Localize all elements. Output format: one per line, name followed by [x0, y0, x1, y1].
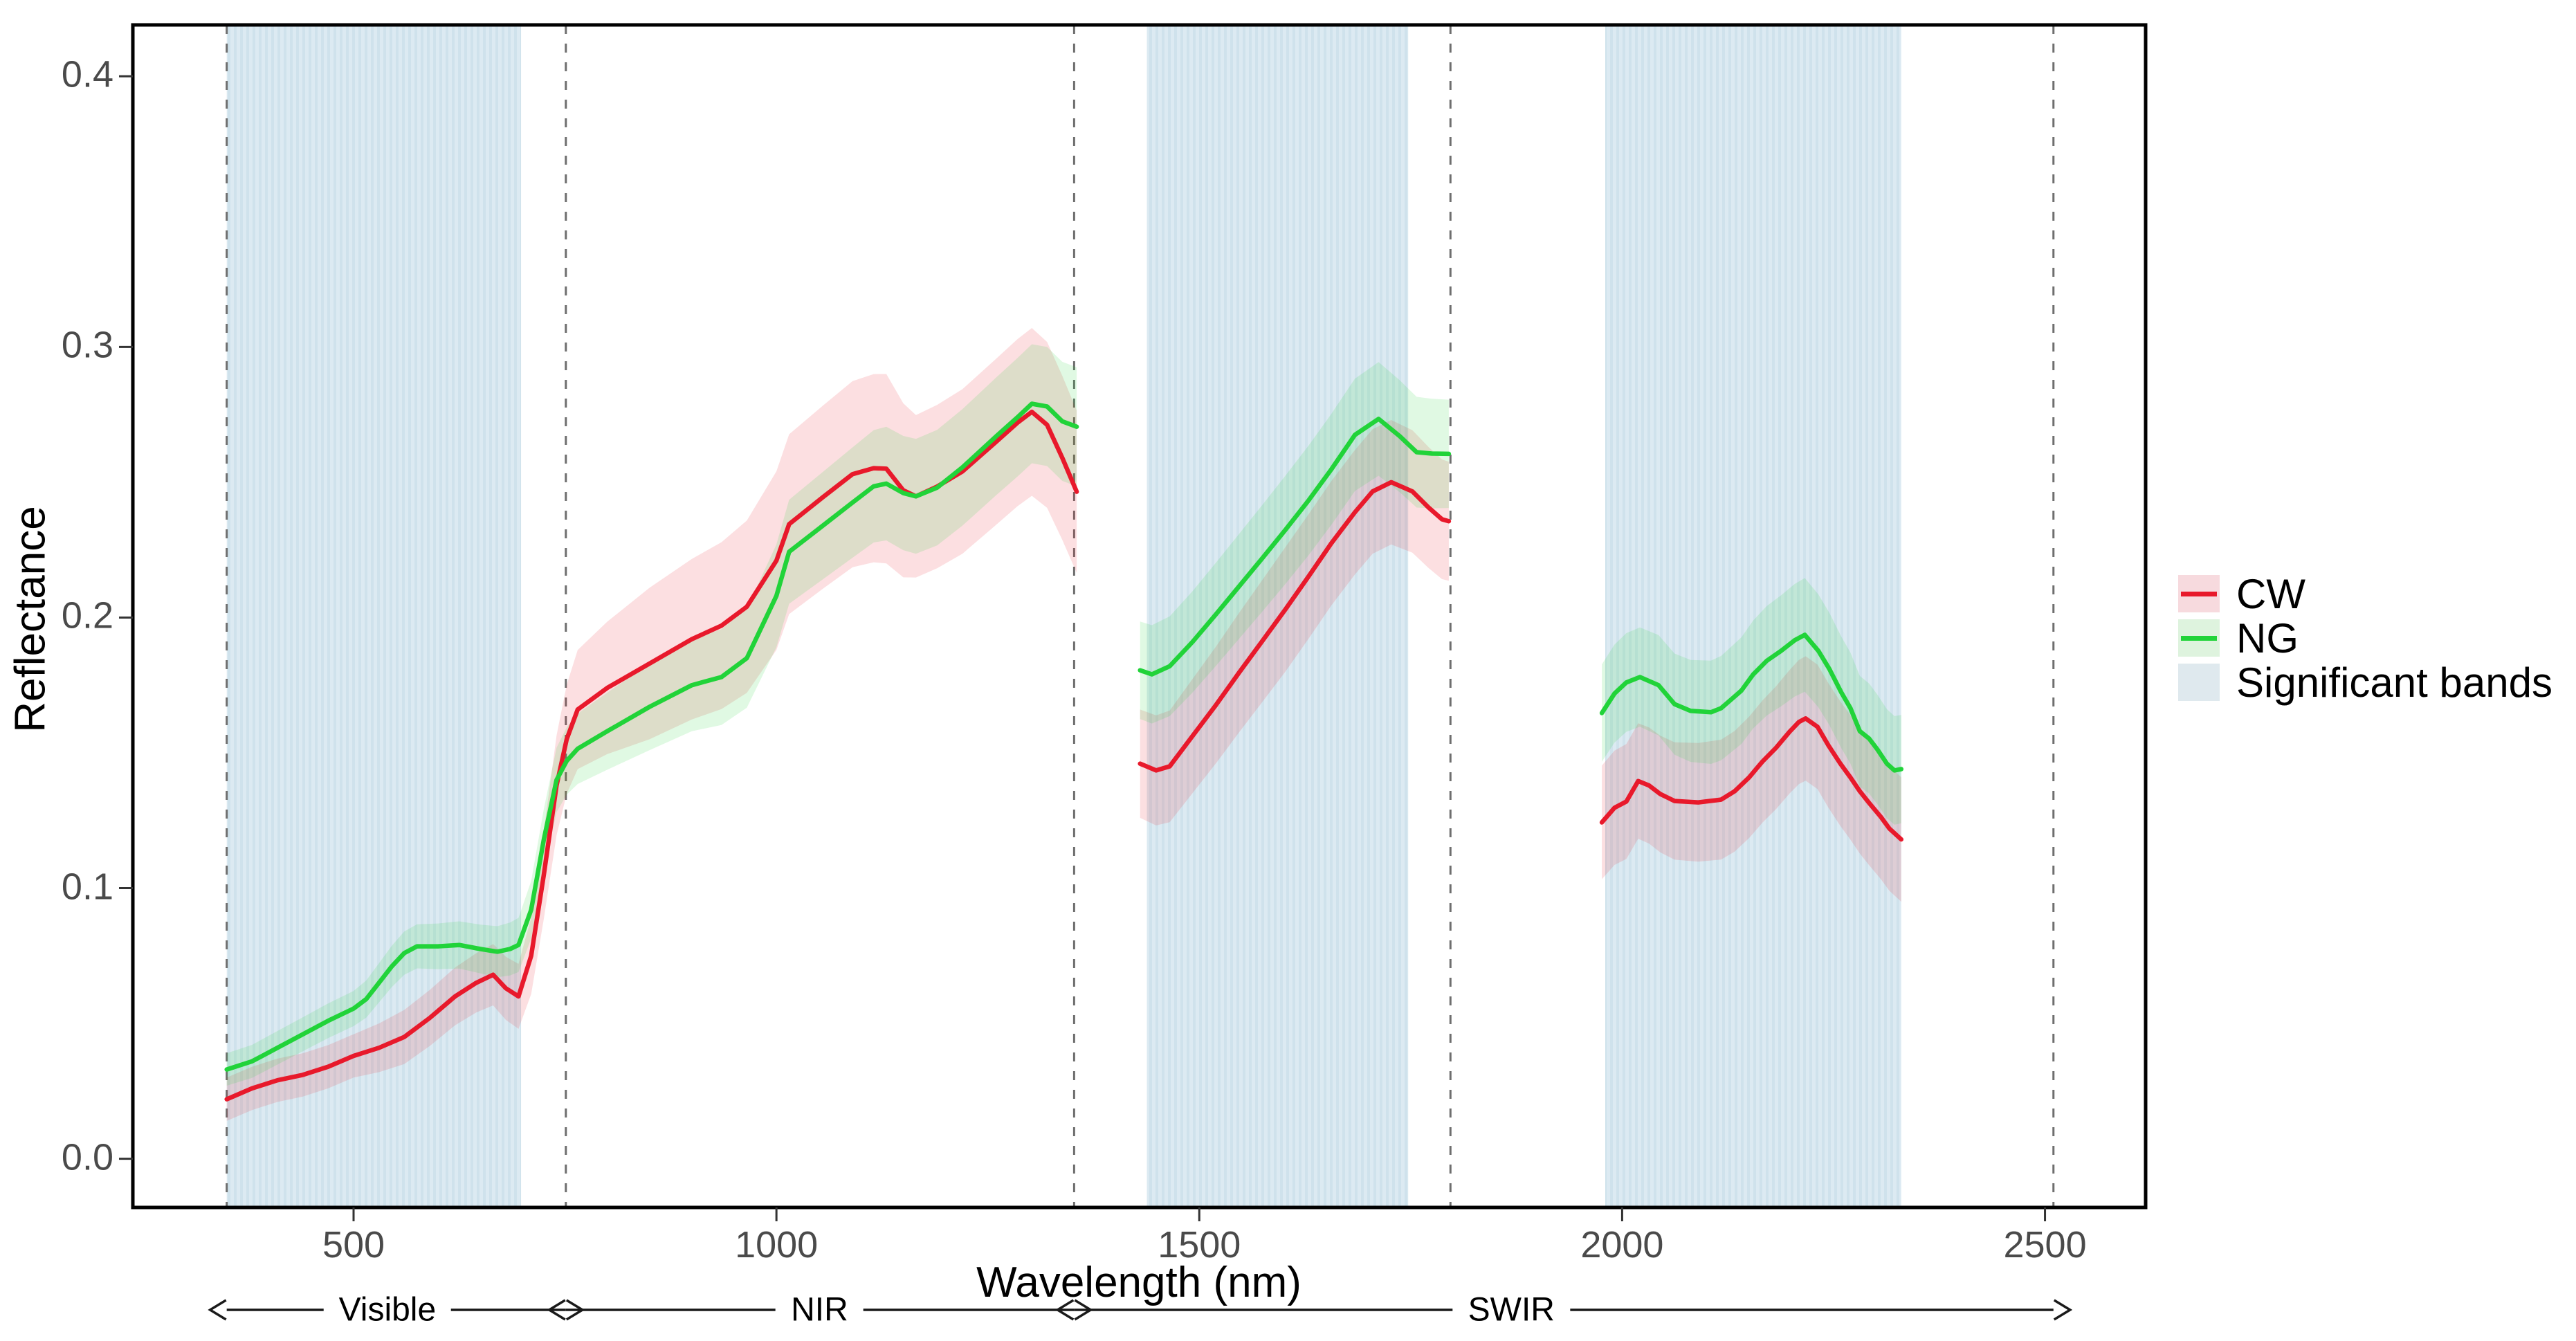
ng-line — [1599, 632, 1904, 773]
x-tick-label: 2000 — [1580, 1224, 1664, 1266]
x-tick-label: 500 — [322, 1224, 385, 1266]
y-tick-label: 0.2 — [61, 594, 113, 637]
x-tick-label: 1500 — [1158, 1224, 1241, 1266]
series-lines — [224, 401, 1904, 1102]
region-label-swir: SWIR — [1452, 1290, 1570, 1329]
significant-bands-swatch-icon — [2178, 664, 2220, 701]
legend-item-significant-bands: Significant bands — [2178, 659, 2552, 706]
significant-band — [1605, 25, 1901, 1207]
legend: CW NG Significant bands — [2178, 570, 2552, 706]
ng-line — [1138, 417, 1452, 677]
ng-ribbon — [1602, 578, 1901, 825]
cw-line — [1138, 480, 1452, 773]
ng-line-swatch-icon — [2178, 619, 2220, 657]
y-tick-label: 0.4 — [61, 53, 113, 95]
plot-area — [224, 25, 2055, 1207]
significant-band — [1147, 25, 1409, 1207]
cw-ribbon — [1602, 656, 1901, 902]
y-tick-label: 0.1 — [61, 866, 113, 908]
cw-line — [1599, 716, 1904, 842]
significant-band — [226, 25, 522, 1207]
ng-ribbon — [226, 344, 1077, 1086]
legend-label-cw: CW — [2236, 570, 2305, 617]
y-tick-label: 0.0 — [61, 1136, 113, 1178]
legend-label-ng: NG — [2236, 614, 2299, 662]
x-tick-label: 2500 — [2003, 1224, 2087, 1266]
y-tick-label: 0.3 — [61, 324, 113, 366]
confidence-ribbons — [226, 328, 1901, 1121]
legend-item-ng: NG — [2178, 614, 2552, 662]
cw-line-swatch-icon — [2178, 575, 2220, 612]
cw-ribbon — [226, 328, 1077, 1121]
x-axis-title: Wavelength (nm) — [976, 1259, 1301, 1306]
plot-frame — [131, 23, 2148, 1210]
x-tick-label: 1000 — [735, 1224, 819, 1266]
legend-item-cw: CW — [2178, 570, 2552, 617]
significant-bands-layer — [226, 25, 1901, 1207]
region-label-visible: Visible — [323, 1290, 452, 1329]
cw-ribbon — [1140, 420, 1449, 825]
region-label-nir: NIR — [776, 1290, 864, 1329]
legend-label-significant-bands: Significant bands — [2236, 659, 2552, 706]
axis-ticks — [119, 75, 2047, 1221]
ng-line — [224, 401, 1079, 1072]
ng-ribbon — [1140, 362, 1449, 724]
y-axis-title: Reflectance — [6, 506, 55, 733]
